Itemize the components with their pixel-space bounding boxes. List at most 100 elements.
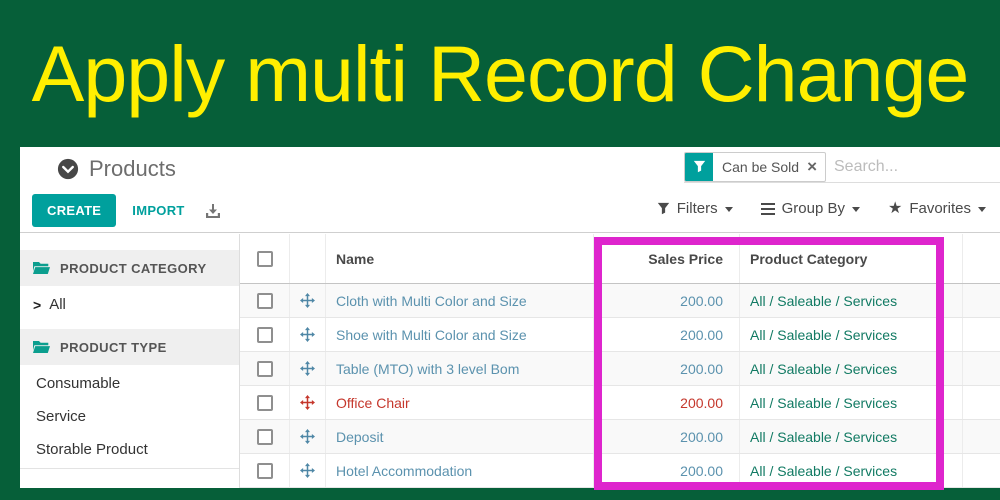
search-facet: Can be Sold ×	[684, 151, 826, 182]
create-button[interactable]: CREATE	[32, 194, 117, 227]
table-row[interactable]: Office Chair 200.00 All / Saleable / Servi…	[240, 386, 1000, 420]
select-all-checkbox[interactable]	[256, 250, 273, 267]
sidebar-section-header-product-category[interactable]: PRODUCT CATEGORY	[20, 250, 239, 286]
handle-header-cell	[290, 234, 326, 283]
facet-label: Can be Sold	[722, 158, 800, 175]
chevron-down-icon	[978, 207, 986, 212]
button-row: CREATE IMPORT	[32, 194, 221, 227]
sidebar-sections: PRODUCT CATEGORY > All PRODUCT TYPE Consumab…	[20, 234, 240, 488]
table-row[interactable]: Deposit 200.00 All / Saleable / Services	[240, 420, 1000, 454]
sales-price-cell[interactable]: 200.00	[594, 454, 740, 487]
empty-cell	[963, 284, 1000, 317]
table-rows: Cloth with Multi Color and Size 200.00 All…	[240, 284, 1000, 488]
empty-cell	[963, 352, 1000, 385]
table-header-row: Name Sales Price Product Category	[240, 234, 1000, 284]
search-input[interactable]	[826, 157, 1000, 176]
sales-price-cell[interactable]: 200.00	[594, 420, 740, 453]
banner: Apply multi Record Change	[0, 0, 1000, 147]
sidebar-item-storable-product[interactable]: Storable Product	[20, 433, 239, 466]
favorites-menu[interactable]: ★ Favorites	[888, 200, 986, 217]
filters-label: Filters	[676, 200, 718, 217]
product-name-link[interactable]: Table (MTO) with 3 level Bom	[326, 352, 594, 385]
row-checkbox-cell	[240, 352, 290, 385]
product-category-link[interactable]: All / Saleable / Services	[740, 454, 963, 487]
empty-cell	[963, 386, 1000, 419]
row-checkbox[interactable]	[256, 326, 273, 343]
download-icon[interactable]	[205, 203, 221, 219]
table-row[interactable]: Table (MTO) with 3 level Bom 200.00 All / …	[240, 352, 1000, 386]
select-all-cell	[240, 234, 290, 283]
table-row[interactable]: Shoe with Multi Color and Size 200.00 All …	[240, 318, 1000, 352]
group-by-icon	[760, 202, 775, 215]
row-checkbox-cell	[240, 284, 290, 317]
chevron-down-icon	[724, 207, 733, 212]
sidebar-item-label: Consumable	[36, 375, 121, 392]
product-name-link[interactable]: Office Chair	[326, 386, 594, 419]
drag-handle-icon[interactable]	[290, 284, 326, 317]
row-checkbox[interactable]	[256, 462, 273, 479]
table-row[interactable]: Cloth with Multi Color and Size 200.00 All…	[240, 284, 1000, 318]
filters-menu[interactable]: Filters	[657, 200, 733, 217]
control-panel: Products CREATE IMPORT Can be Sold ×	[20, 147, 1000, 233]
row-checkbox[interactable]	[256, 394, 273, 411]
sales-price-cell[interactable]: 200.00	[594, 284, 740, 317]
product-category-link[interactable]: All / Saleable / Services	[740, 318, 963, 351]
folder-icon	[33, 262, 50, 274]
product-name-link[interactable]: Deposit	[326, 420, 594, 453]
chevron-right-icon[interactable]: >	[33, 296, 42, 313]
empty-cell	[963, 420, 1000, 453]
empty-cell	[963, 454, 1000, 487]
import-button[interactable]: IMPORT	[132, 203, 185, 218]
row-checkbox[interactable]	[256, 428, 273, 445]
product-name-link[interactable]: Shoe with Multi Color and Size	[326, 318, 594, 351]
row-checkbox[interactable]	[256, 360, 273, 377]
row-checkbox-cell	[240, 420, 290, 453]
app-window: Products CREATE IMPORT Can be Sold ×	[20, 147, 1000, 488]
sidebar-section-header-product-type[interactable]: PRODUCT TYPE	[20, 329, 239, 365]
sales-price-column-header[interactable]: Sales Price	[594, 234, 740, 283]
product-list: Name Sales Price Product Category Cloth …	[240, 234, 1000, 488]
product-name-link[interactable]: Hotel Accommodation	[326, 454, 594, 487]
close-icon[interactable]: ×	[807, 156, 817, 176]
page-title: Products	[89, 156, 176, 181]
group-by-label: Group By	[781, 200, 845, 217]
sidebar-divider	[20, 468, 239, 469]
drag-handle-icon[interactable]	[290, 420, 326, 453]
folder-icon	[33, 341, 50, 353]
drag-handle-icon[interactable]	[290, 318, 326, 351]
product-name-link[interactable]: Cloth with Multi Color and Size	[326, 284, 594, 317]
drag-handle-icon[interactable]	[290, 352, 326, 385]
sidebar-item-label: Service	[36, 408, 87, 425]
sidebar-item-label: Storable Product	[36, 441, 148, 458]
funnel-icon	[685, 152, 713, 181]
chevron-down-icon	[851, 207, 860, 212]
banner-title: Apply multi Record Change	[31, 28, 970, 118]
product-category-link[interactable]: All / Saleable / Services	[740, 420, 963, 453]
product-category-column-header[interactable]: Product Category	[740, 234, 963, 283]
search-bar: Can be Sold ×	[684, 151, 1000, 183]
drag-handle-icon[interactable]	[290, 454, 326, 487]
sidebar-section-label: PRODUCT TYPE	[60, 339, 167, 355]
sidebar-item-label: All	[49, 296, 66, 313]
sales-price-cell[interactable]: 200.00	[594, 352, 740, 385]
row-checkbox-cell	[240, 318, 290, 351]
sales-price-cell[interactable]: 200.00	[594, 318, 740, 351]
filter-funnel-icon	[657, 202, 670, 215]
group-by-menu[interactable]: Group By	[760, 200, 860, 217]
sales-price-cell[interactable]: 200.00	[594, 386, 740, 419]
row-checkbox-cell	[240, 454, 290, 487]
breadcrumb-toggle-icon[interactable]	[57, 158, 79, 180]
product-category-link[interactable]: All / Saleable / Services	[740, 284, 963, 317]
product-category-link[interactable]: All / Saleable / Services	[740, 352, 963, 385]
sidebar-item-all[interactable]: > All	[20, 288, 239, 321]
table-row[interactable]: Hotel Accommodation 200.00 All / Saleable …	[240, 454, 1000, 488]
drag-handle-icon[interactable]	[290, 386, 326, 419]
name-column-header[interactable]: Name	[326, 234, 594, 283]
empty-cell	[963, 318, 1000, 351]
row-checkbox-cell	[240, 386, 290, 419]
empty-header-cell	[963, 234, 1000, 283]
sidebar-item-consumable[interactable]: Consumable	[20, 367, 239, 400]
sidebar-item-service[interactable]: Service	[20, 400, 239, 433]
row-checkbox[interactable]	[256, 292, 273, 309]
product-category-link[interactable]: All / Saleable / Services	[740, 386, 963, 419]
